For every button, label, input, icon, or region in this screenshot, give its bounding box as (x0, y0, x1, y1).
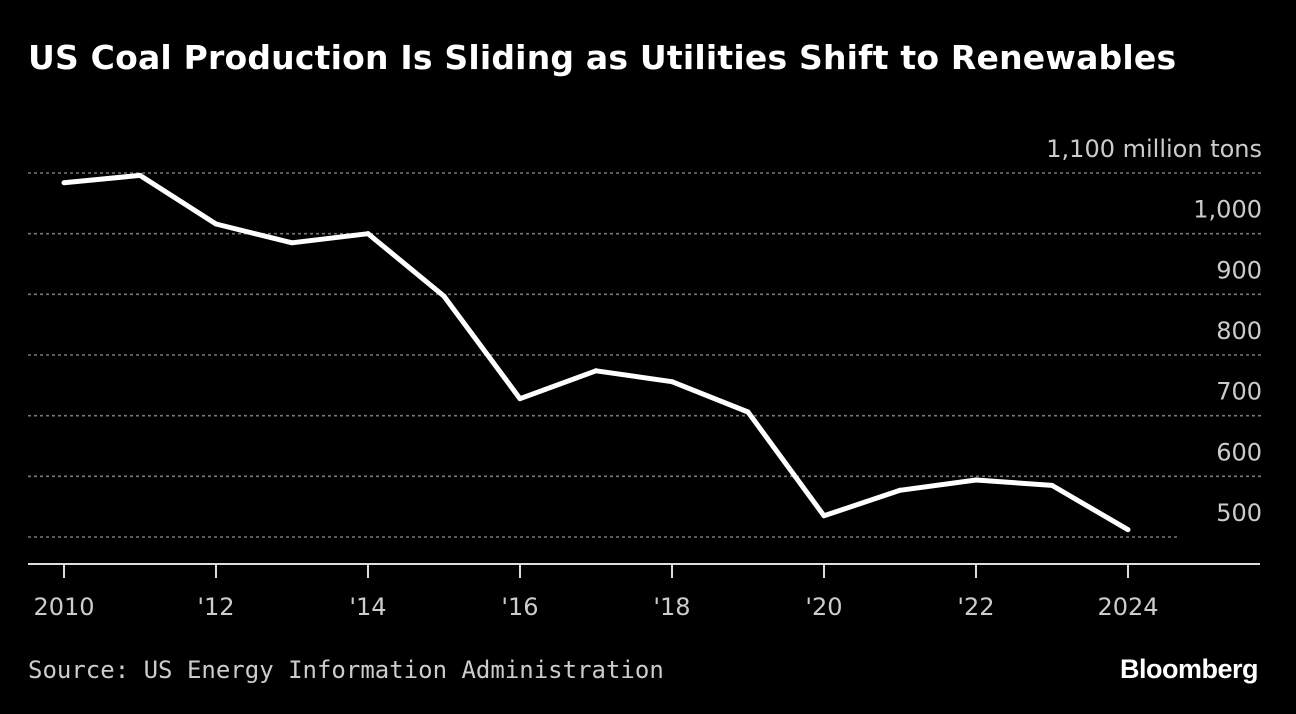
data-point (289, 240, 295, 246)
y-tick-label: 700 (1216, 378, 1262, 406)
data-point (669, 379, 675, 385)
data-point (821, 513, 827, 519)
y-tick-label: 800 (1216, 317, 1262, 345)
x-tick-label: '12 (197, 593, 234, 621)
data-point (213, 221, 219, 227)
y-tick-label: 1,000 (1193, 196, 1262, 224)
data-point (517, 396, 523, 402)
bloomberg-logo: Bloomberg (1119, 654, 1259, 684)
x-tick-label: '22 (957, 593, 994, 621)
series (61, 172, 1131, 533)
x-axis-labels: 2010 '12 '14 '16 '18 '20 '22 2024 (33, 593, 1158, 621)
x-tick-label: '18 (653, 593, 690, 621)
source-note: Source: US Energy Information Administra… (28, 656, 664, 684)
y-axis-labels: 1,100 million tons 1,000 900 800 700 600 500 (1046, 135, 1262, 527)
y-tick-label: 500 (1216, 499, 1262, 527)
data-point (441, 293, 447, 299)
x-tick-label: 2010 (33, 593, 94, 621)
data-point (745, 409, 751, 415)
data-point (1125, 527, 1131, 533)
x-tick-label: 2024 (1097, 593, 1158, 621)
data-point (137, 172, 143, 178)
x-tick-label: '14 (349, 593, 386, 621)
x-axis (28, 563, 1260, 578)
y-tick-label: 900 (1216, 256, 1262, 284)
data-point (897, 487, 903, 493)
data-point (1049, 482, 1055, 488)
x-tick-label: '16 (501, 593, 538, 621)
y-tick-label: 600 (1216, 438, 1262, 466)
data-point (61, 180, 67, 186)
chart-title: US Coal Production Is Sliding as Utiliti… (28, 38, 1177, 77)
data-point (365, 231, 371, 237)
data-point (973, 477, 979, 483)
gridlines (28, 172, 1262, 538)
series-line (63, 172, 1130, 532)
x-tick-label: '20 (805, 593, 842, 621)
data-point (593, 368, 599, 374)
y-unit-label: 1,100 million tons (1046, 135, 1262, 163)
